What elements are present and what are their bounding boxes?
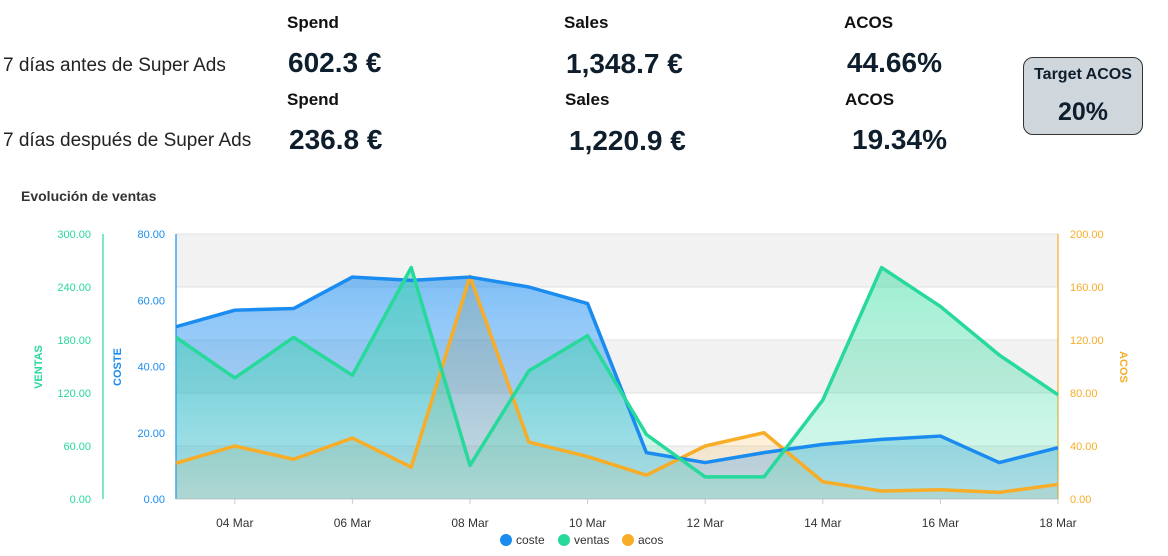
acos-value-after: 19.34% [852, 124, 947, 155]
acos-tick-label: 200.00 [1070, 229, 1104, 241]
x-tick-label: 14 Mar [804, 516, 841, 530]
ventas-area [176, 267, 1058, 499]
sales-value-before: 1,348.7 € [566, 48, 683, 79]
coste-tick-label: 20.00 [137, 428, 165, 440]
x-tick-label: 08 Mar [451, 516, 488, 530]
sales-value-after: 1,220.9 € [569, 125, 686, 156]
ventas-tick-label: 180.00 [57, 335, 91, 347]
ventas-line [175, 265, 1059, 479]
coste-line [175, 275, 1059, 465]
x-tick-label: 12 Mar [687, 516, 724, 530]
spend-value-after: 236.8 € [289, 124, 383, 155]
coste-legend-marker [500, 534, 512, 546]
ventas-tick-label: 120.00 [57, 388, 91, 400]
ventas-tick-label: 300.00 [57, 229, 91, 241]
acos-header-after: ACOS [845, 90, 895, 109]
coste-tick-label: 60.00 [137, 295, 165, 307]
x-tick-label: 04 Mar [216, 516, 253, 530]
x-tick-label: 16 Mar [922, 516, 959, 530]
row-label-before: 7 días antes de Super Ads [3, 55, 226, 76]
coste-tick-label: 0.00 [144, 494, 165, 506]
acos-header-before: ACOS [844, 13, 894, 32]
x-tick-label: 10 Mar [569, 516, 606, 530]
coste-tick-label: 40.00 [137, 362, 165, 374]
x-tick-label: 06 Mar [334, 516, 371, 530]
ventas-tick-label: 240.00 [57, 282, 91, 294]
acos-tick-label: 80.00 [1070, 388, 1098, 400]
spend-header-before: Spend [287, 13, 339, 32]
acos-legend-label: acos [638, 533, 663, 547]
ventas-axis-title: VENTAS [33, 345, 45, 389]
acos-line [175, 274, 1059, 495]
acos-tick-label: 0.00 [1070, 494, 1091, 506]
sales-header-after: Sales [565, 90, 610, 109]
ventas-legend-label: ventas [574, 533, 609, 547]
chart-title: Evolución de ventas [21, 188, 157, 204]
acos-legend-marker [622, 534, 634, 546]
ventas-tick-label: 60.00 [63, 441, 91, 453]
ventas-legend-marker [558, 534, 570, 546]
ventas-tick-label: 0.00 [70, 494, 91, 506]
acos-tick-label: 120.00 [1070, 335, 1104, 347]
acos-value-before: 44.66% [847, 47, 942, 78]
x-tick-label: 18 Mar [1039, 516, 1076, 530]
coste-tick-label: 80.00 [137, 229, 165, 241]
coste-axis-title: COSTE [112, 348, 124, 386]
target-acos-card: Target ACOS 20% [1023, 57, 1143, 135]
row-label-after: 7 días después de Super Ads [3, 130, 252, 151]
acos-tick-label: 160.00 [1070, 282, 1104, 294]
target-acos-title: Target ACOS [1034, 66, 1132, 83]
coste-legend-label: coste [516, 533, 545, 547]
plot-band [176, 234, 1058, 287]
acos-axis-title: ACOS [1117, 351, 1129, 383]
acos-tick-label: 40.00 [1070, 441, 1098, 453]
target-acos-value: 20% [1057, 98, 1109, 126]
sales-header-before: Sales [564, 13, 609, 32]
spend-value-before: 602.3 € [288, 47, 382, 78]
spend-header-after: Spend [287, 90, 339, 109]
